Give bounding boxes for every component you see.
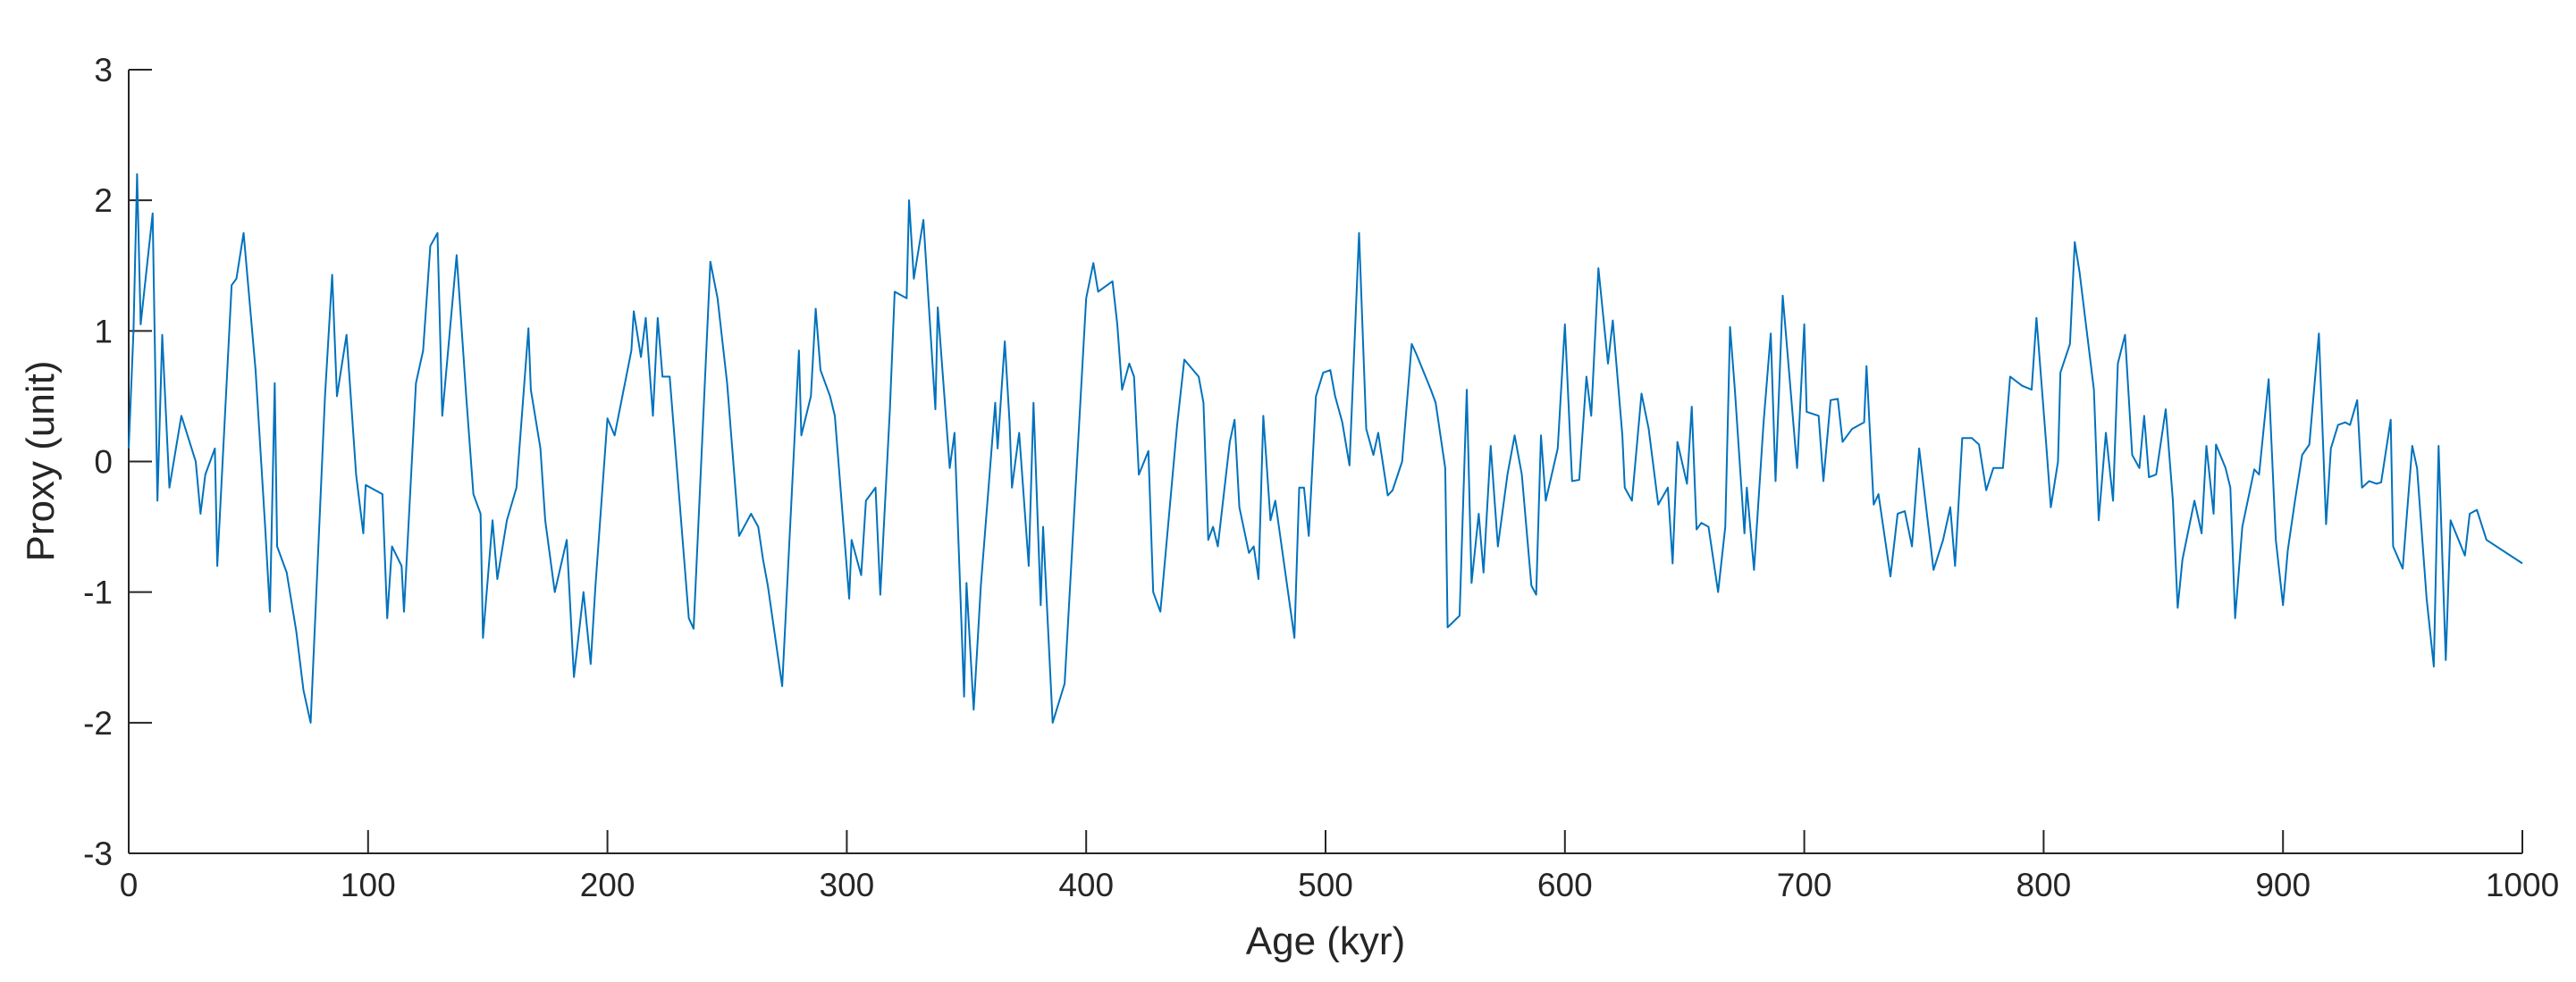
y-tick-label: 3	[94, 52, 113, 88]
x-tick-label: 600	[1537, 867, 1593, 903]
x-tick-label: 800	[2016, 867, 2072, 903]
y-tick-label: 0	[94, 444, 113, 481]
x-tick-label: 1000	[2486, 867, 2559, 903]
y-tick-label: -3	[83, 835, 113, 872]
y-tick-label: -2	[83, 705, 113, 742]
y-tick-label: -1	[83, 575, 113, 611]
x-tick-label: 300	[820, 867, 875, 903]
x-axis-label: Age (kyr)	[1246, 919, 1405, 963]
data-line	[128, 172, 2523, 724]
x-tick-label: 500	[1298, 867, 1353, 903]
x-tick-label: 100	[341, 867, 396, 903]
y-tick-label: 2	[94, 182, 113, 219]
y-tick-label: 1	[94, 313, 113, 349]
x-tick-label: 400	[1058, 867, 1114, 903]
x-tick-label: 0	[120, 867, 139, 903]
x-tick-label: 900	[2255, 867, 2311, 903]
y-axis-label: Proxy (unit)	[19, 361, 63, 562]
x-tick-label: 700	[1777, 867, 1832, 903]
x-tick-label: 200	[580, 867, 636, 903]
